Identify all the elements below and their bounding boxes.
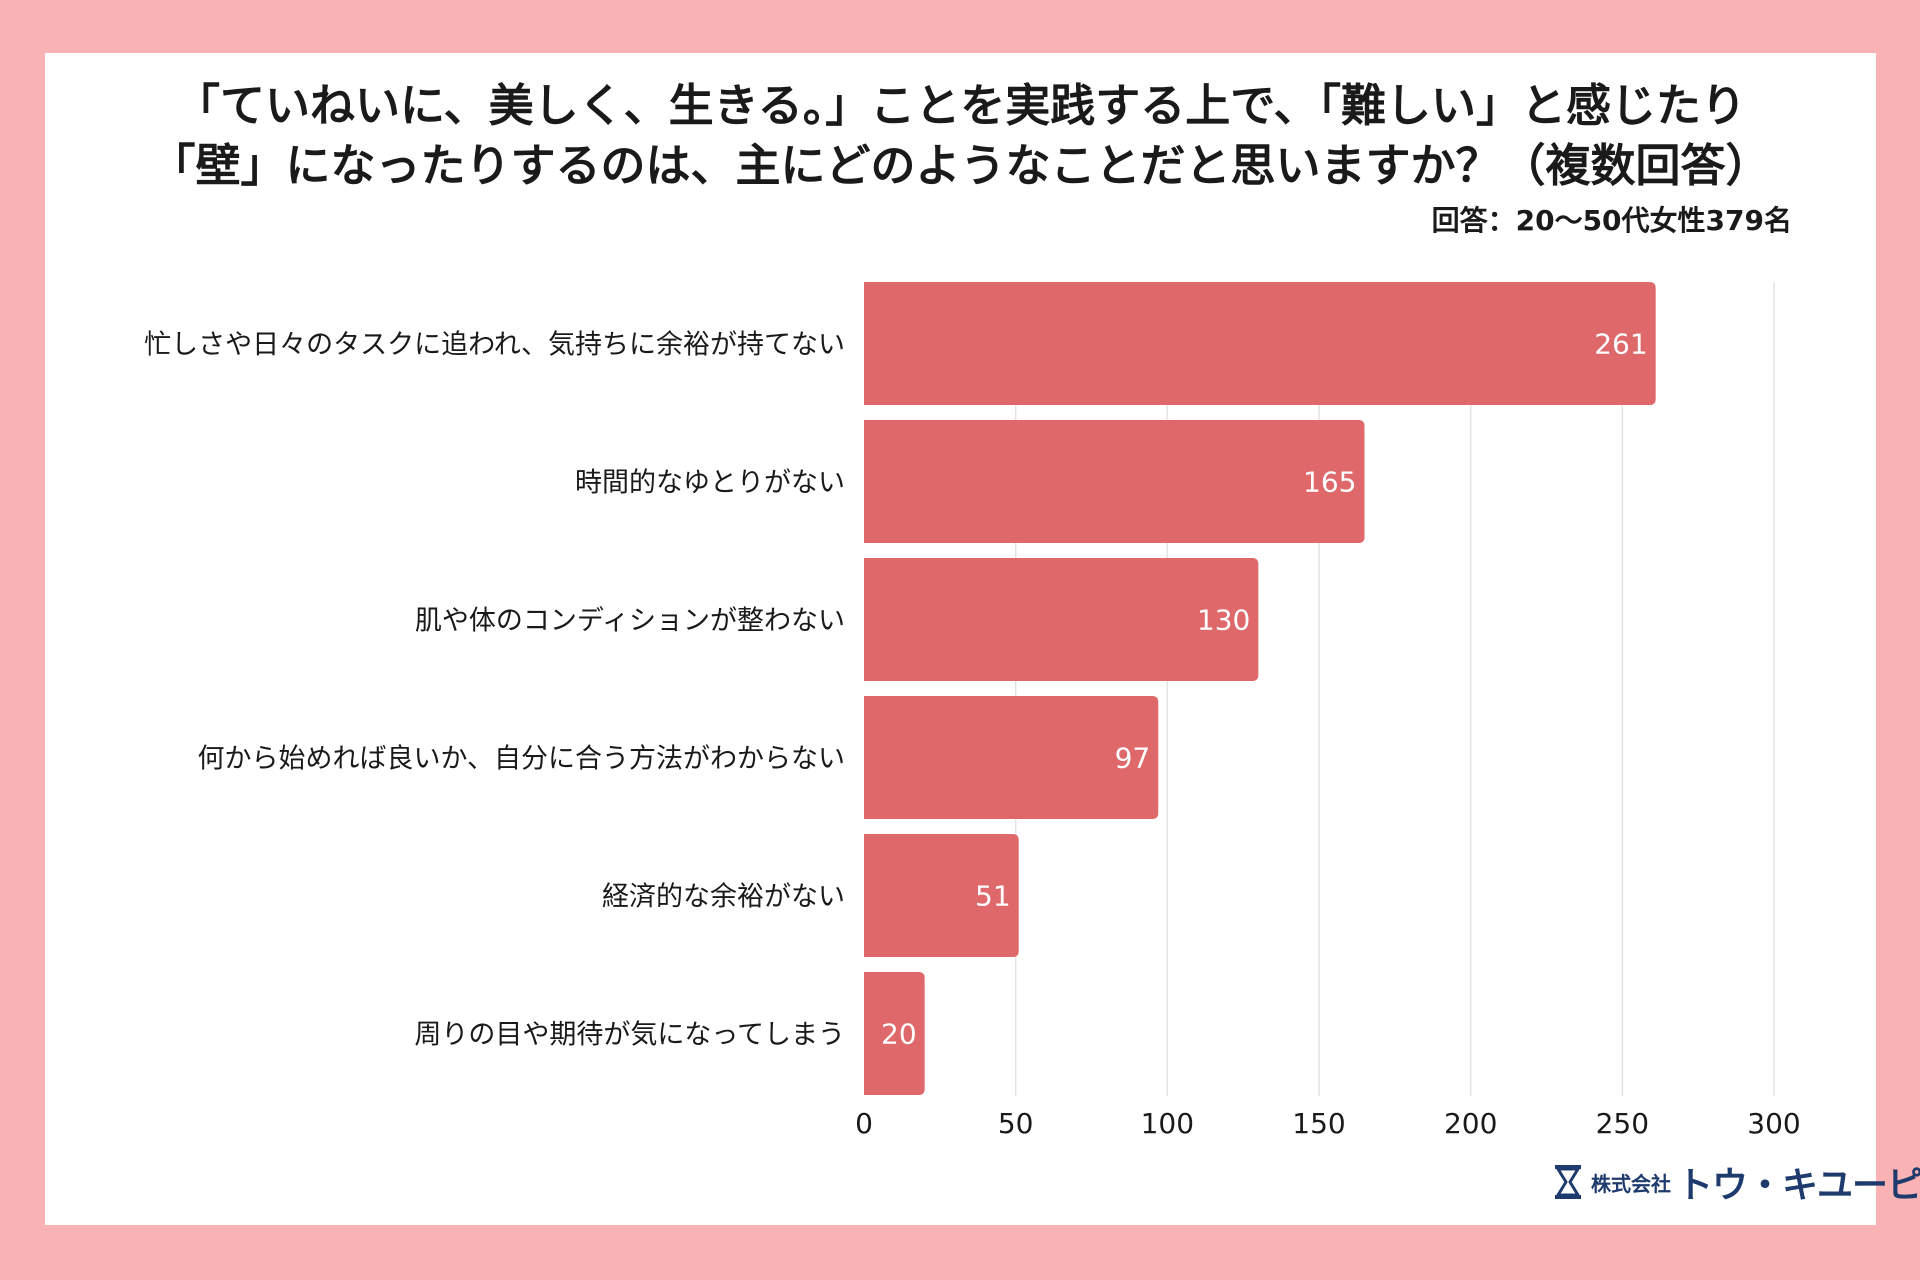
x-tick-label: 250 — [1596, 1107, 1649, 1140]
bar-chart: 0 50 100 150 200 250 300 忙しさや日々のタスクに追われ、気持ちに余裕が… — [144, 282, 1801, 1140]
chart-title-line-1: 「ていねいに、美しく、生きる。」ことを実践する上で、「難しい」と感じたり — [175, 79, 1746, 132]
x-tick-label: 0 — [855, 1107, 873, 1140]
category-label: 周りの目や期待が気になってしまう — [414, 1020, 845, 1051]
value-label: 165 — [1303, 466, 1356, 499]
logo-company-prefix: 株式会社 — [1591, 1171, 1671, 1196]
category-label: 経済的な余裕がない — [602, 882, 845, 913]
value-label: 130 — [1197, 604, 1250, 637]
logo-company-name: トウ・キユーピー — [1677, 1165, 1920, 1206]
category-label: 時間的なゆとりがない — [575, 468, 845, 499]
respondent-note: 回答：20〜50代女性379名 — [1431, 204, 1792, 237]
x-tick-label: 150 — [1292, 1107, 1345, 1140]
value-label: 51 — [975, 880, 1011, 913]
chart-title-line-2: 「壁」になったりするのは、主にどのようなことだと思いますか？（複数回答） — [150, 139, 1771, 192]
bar — [864, 696, 1159, 819]
category-label: 忙しさや日々のタスクに追われ、気持ちに余裕が持てない — [144, 330, 845, 361]
value-label: 20 — [881, 1018, 917, 1051]
category-label: 何から始めれば良いか、自分に合う方法がわからない — [198, 744, 845, 775]
x-tick-label: 100 — [1141, 1107, 1194, 1140]
bar — [864, 282, 1656, 405]
bar — [864, 972, 925, 1095]
x-tick-label: 300 — [1747, 1107, 1800, 1140]
value-label: 97 — [1115, 742, 1151, 775]
hourglass-logo-icon — [1555, 1165, 1581, 1199]
x-tick-label: 200 — [1444, 1107, 1497, 1140]
category-label: 肌や体のコンディションが整わない — [415, 606, 845, 637]
x-tick-label: 50 — [998, 1107, 1034, 1140]
bar — [864, 834, 1019, 957]
bar — [864, 558, 1259, 681]
company-logo: 株式会社 トウ・キユーピー — [1553, 1160, 1920, 1206]
bar — [864, 420, 1365, 543]
chart-card: 「ていねいに、美しく、生きる。」ことを実践する上で、「難しい」と感じたり 「壁」… — [45, 53, 1920, 1225]
value-label: 261 — [1594, 328, 1647, 361]
